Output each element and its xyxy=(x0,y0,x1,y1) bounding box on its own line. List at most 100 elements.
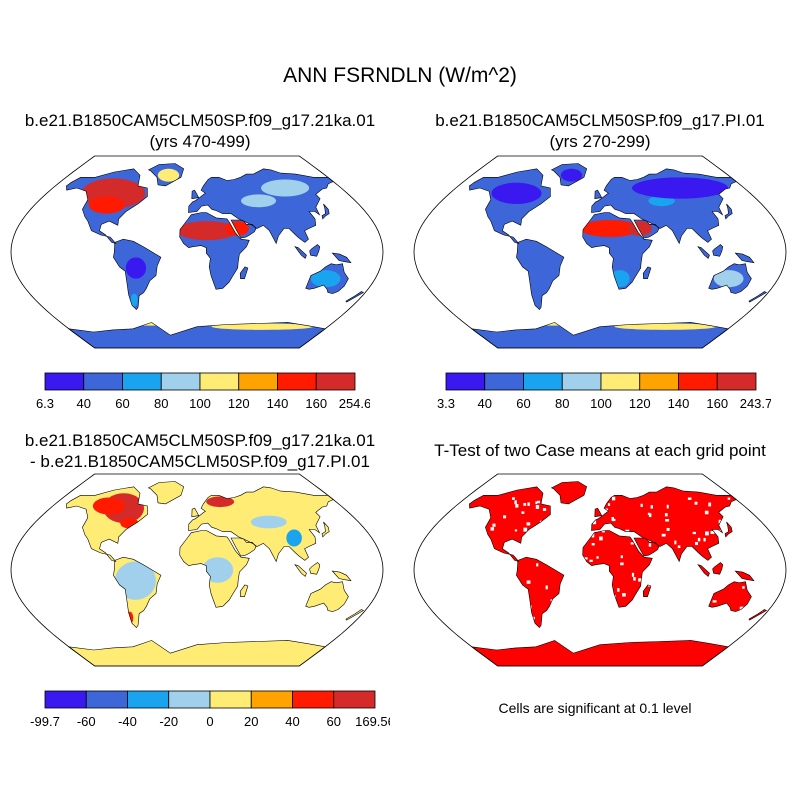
nonsignificant-cell xyxy=(523,502,527,506)
nonsignificant-cell xyxy=(591,543,595,546)
colorbar-swatch xyxy=(44,690,87,709)
colorbar-label: 40 xyxy=(478,396,492,411)
colorbar-3: -99.7 -60 -40 -20 0 20 40 60 169.56 xyxy=(30,690,390,729)
nonsignificant-cell xyxy=(666,527,670,531)
nonsignificant-cell xyxy=(521,511,525,514)
field-patch xyxy=(250,515,287,529)
nonsignificant-cell xyxy=(631,572,635,577)
colorbar-swatch xyxy=(168,690,211,709)
colorbar-swatch xyxy=(333,690,376,709)
field-patch xyxy=(310,270,341,288)
land-japan xyxy=(322,522,330,537)
nonsignificant-cell xyxy=(695,542,699,546)
colorbar-swatch xyxy=(85,690,128,709)
colorbar-label: 140 xyxy=(267,396,289,411)
land-madagascar xyxy=(643,584,651,597)
field-patch xyxy=(176,221,238,241)
nonsignificant-cell xyxy=(704,510,709,515)
nonsignificant-cell xyxy=(666,504,669,509)
land-sumatra xyxy=(295,564,307,577)
nonsignificant-cell xyxy=(527,502,530,506)
land-sumatra xyxy=(698,246,710,259)
nonsignificant-cell xyxy=(596,556,599,559)
nonsignificant-cell xyxy=(692,531,696,535)
nonsignificant-cell xyxy=(490,527,495,531)
nonsignificant-cell xyxy=(694,501,698,505)
colorbar-swatch xyxy=(561,372,602,391)
land-new-guinea xyxy=(332,571,351,581)
colorbar-swatch xyxy=(277,372,317,391)
field-patch xyxy=(130,293,138,307)
land-borneo xyxy=(712,244,723,257)
colorbar-label: 40 xyxy=(285,714,299,729)
land-new-guinea xyxy=(332,253,351,263)
colorbar-label: 120 xyxy=(629,396,651,411)
map-panel-control-minus-test xyxy=(10,155,384,349)
field-patch xyxy=(560,168,583,182)
nonsignificant-cell xyxy=(535,501,538,505)
land-sumatra xyxy=(295,246,307,259)
land-greenland xyxy=(148,481,184,504)
nonsignificant-cell xyxy=(514,500,517,505)
colorbar-label: 100 xyxy=(189,396,211,411)
nonsignificant-cell xyxy=(526,522,531,526)
field-patch xyxy=(580,220,640,238)
colorbar-swatch xyxy=(238,372,278,391)
colorbar-swatch xyxy=(639,372,679,391)
land-japan xyxy=(322,204,330,219)
nonsignificant-cell xyxy=(703,537,706,542)
nonsignificant-cell xyxy=(705,531,709,536)
land-borneo xyxy=(712,562,723,575)
map-panel-ttest xyxy=(413,473,787,667)
land-new-guinea xyxy=(735,253,754,263)
nonsignificant-cell xyxy=(630,542,634,545)
nonsignificant-cell xyxy=(512,497,515,500)
colorbar-swatch xyxy=(484,372,524,391)
land-new-guinea xyxy=(735,571,754,581)
panel-1-title: b.e21.B1850CAM5CLM50SP.f09_g17.21ka.01 (… xyxy=(0,110,400,152)
colorbar-label: 160 xyxy=(305,396,327,411)
colorbar-label: 169.56 xyxy=(355,714,390,729)
nonsignificant-cell xyxy=(515,504,519,508)
colorbar-label: -99.7 xyxy=(30,714,60,729)
nonsignificant-cell xyxy=(742,586,745,589)
colorbar-label: 80 xyxy=(154,396,168,411)
field-patch xyxy=(614,323,717,330)
land-japan xyxy=(725,522,733,537)
main-title: ANN FSRNDLN (W/m^2) xyxy=(283,64,517,87)
field-patch xyxy=(88,196,125,214)
nonsignificant-cell xyxy=(650,505,653,509)
colorbar-label: 140 xyxy=(668,396,690,411)
panel-1-years: (yrs 470-499) xyxy=(149,132,251,151)
colorbar-swatch xyxy=(523,372,563,391)
panel-2-years: (yrs 270-299) xyxy=(549,132,651,151)
nonsignificant-cell xyxy=(535,505,540,509)
field-patch xyxy=(713,270,744,288)
colorbar-label: 160 xyxy=(706,396,728,411)
nonsignificant-cell xyxy=(532,616,535,620)
land-borneo xyxy=(309,562,320,575)
nonsignificant-cell xyxy=(607,503,611,506)
nonsignificant-cell xyxy=(648,543,652,547)
nonsignificant-cell xyxy=(592,520,597,525)
colorbar-label: 80 xyxy=(555,396,569,411)
nonsignificant-cell xyxy=(687,497,692,500)
nonsignificant-cell xyxy=(665,519,670,522)
nonsignificant-cell xyxy=(648,513,652,518)
nonsignificant-cell xyxy=(617,588,620,592)
field-patch xyxy=(157,168,180,182)
colorbar-label: 6.3 xyxy=(36,396,54,411)
colorbar-swatch xyxy=(209,690,252,709)
nonsignificant-cell xyxy=(542,508,547,511)
nonsignificant-cell xyxy=(514,529,518,532)
colorbar-swatch xyxy=(199,372,240,391)
colorbar-swatch xyxy=(445,372,486,391)
nonsignificant-cell xyxy=(633,577,636,581)
colorbar-label: 254.6 xyxy=(339,396,370,411)
land-north-america xyxy=(469,486,551,562)
panel-4-title: T-Test of two Case means at each grid po… xyxy=(400,440,800,461)
colorbar-label: 20 xyxy=(244,714,258,729)
map-border xyxy=(10,473,384,667)
colorbar-label: 3.3 xyxy=(437,396,455,411)
nonsignificant-cell xyxy=(718,519,722,524)
